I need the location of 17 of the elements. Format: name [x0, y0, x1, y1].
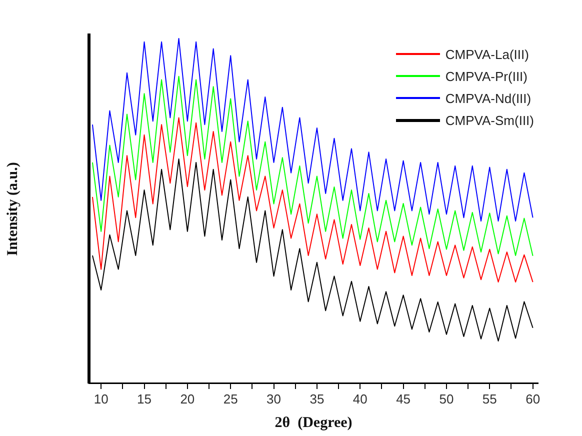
x-tick-label: 10	[94, 391, 108, 406]
legend-label: CMPVA-La(III)	[445, 46, 529, 62]
y-axis-title: Intensity (a.u.)	[4, 162, 21, 256]
x-tick-label: 30	[266, 391, 282, 406]
x-tick-label: 60	[526, 391, 540, 406]
x-tick-label: 45	[396, 391, 411, 406]
x-tick-label: 50	[439, 391, 454, 406]
x-tick-label: 35	[310, 391, 324, 406]
legend-label: CMPVA-Pr(III)	[445, 68, 528, 84]
x-axis-title: 2θ (Degree)	[274, 414, 352, 431]
legend-label: CMPVA-Sm(III)	[445, 112, 534, 128]
x-tick-label: 55	[482, 391, 497, 406]
x-tick-label: 25	[223, 391, 238, 406]
x-tick-label: 20	[180, 391, 195, 406]
legend-label: CMPVA-Nd(III)	[445, 90, 532, 106]
x-tick-label: 40	[352, 391, 368, 406]
x-tick-label: 15	[137, 391, 152, 406]
